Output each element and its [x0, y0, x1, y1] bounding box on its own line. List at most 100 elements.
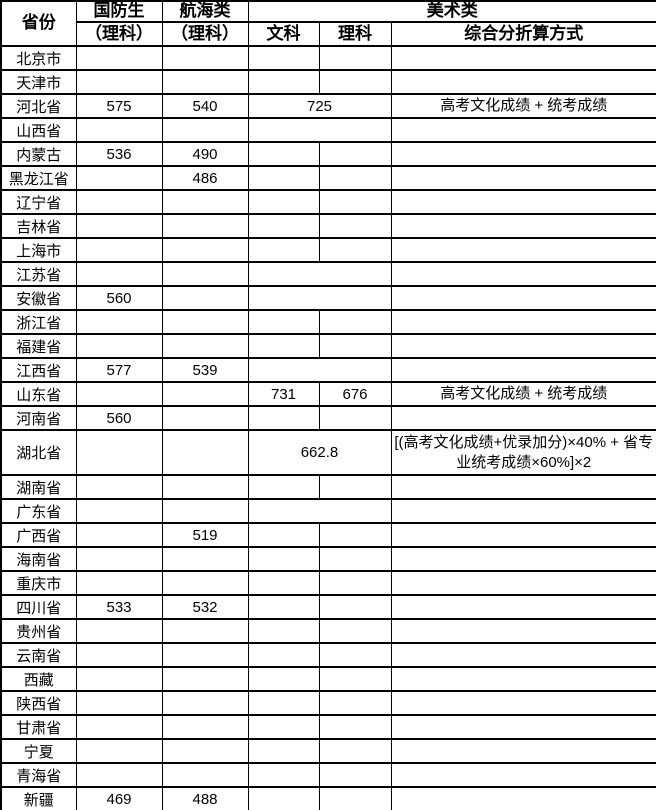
- cell-province: 宁夏: [0, 738, 77, 764]
- cell-wenke: [247, 237, 320, 263]
- cell-hanghai: [161, 333, 249, 359]
- cell-guofang: [75, 45, 163, 71]
- cell-formula: [390, 618, 656, 644]
- cell-formula: [390, 714, 656, 740]
- cell-wenke: [247, 594, 320, 620]
- table-row: 四川省 533 532: [0, 594, 656, 620]
- cell-wenke: [247, 474, 320, 500]
- cell-hanghai: [161, 309, 249, 335]
- cell-province: 广东省: [0, 498, 77, 524]
- cell-wenke: [247, 618, 320, 644]
- cell-hanghai: 486: [161, 165, 249, 191]
- cell-province: 广西省: [0, 522, 77, 548]
- cell-like: [318, 45, 392, 71]
- cell-hanghai: 540: [161, 93, 249, 119]
- cell-like: [318, 213, 392, 239]
- cell-guofang: [75, 213, 163, 239]
- header-hanghai-title: 航海类: [161, 0, 249, 23]
- cell-province: 天津市: [0, 69, 77, 95]
- cell-guofang: [75, 738, 163, 764]
- header-hanghai-subtitle: （理科）: [161, 21, 249, 47]
- cell-wenke: [247, 570, 320, 596]
- cell-hanghai: [161, 498, 249, 524]
- cell-formula: [(高考文化成绩+优录加分)×40% + 省专业统考成绩×60%]×2: [390, 429, 656, 476]
- cell-guofang: [75, 666, 163, 692]
- table-row: 新疆 469 488: [0, 786, 656, 810]
- cell-hanghai: [161, 405, 249, 431]
- art-merged: [247, 117, 392, 143]
- cell-guofang: [75, 189, 163, 215]
- header-province: 省份: [0, 0, 77, 47]
- cell-province: 福建省: [0, 333, 77, 359]
- cell-hanghai: [161, 738, 249, 764]
- header-wenke: 文科: [247, 21, 320, 47]
- table-row: 江苏省: [0, 261, 656, 287]
- table-row: 福建省: [0, 333, 656, 359]
- cell-formula: [390, 405, 656, 431]
- table-row: 河北省 575 540 725 高考文化成绩 + 统考成绩: [0, 93, 656, 119]
- cell-province: 山东省: [0, 381, 77, 407]
- cell-province: 重庆市: [0, 570, 77, 596]
- cell-guofang: [75, 429, 163, 476]
- cell-hanghai: 519: [161, 522, 249, 548]
- cell-formula: [390, 117, 656, 143]
- cell-hanghai: [161, 642, 249, 668]
- cell-guofang: 536: [75, 141, 163, 167]
- cell-province: 西藏: [0, 666, 77, 692]
- cell-wenke: [247, 405, 320, 431]
- cell-formula: [390, 762, 656, 788]
- cell-like: [318, 738, 392, 764]
- cell-formula: [390, 285, 656, 311]
- cell-like: [318, 237, 392, 263]
- cell-province: 浙江省: [0, 309, 77, 335]
- cell-formula: [390, 189, 656, 215]
- cell-guofang: [75, 522, 163, 548]
- cell-guofang: [75, 381, 163, 407]
- table-row: 陕西省: [0, 690, 656, 716]
- cell-hanghai: [161, 237, 249, 263]
- cell-guofang: [75, 618, 163, 644]
- cell-province: 贵州省: [0, 618, 77, 644]
- cell-formula: [390, 237, 656, 263]
- cell-formula: [390, 690, 656, 716]
- cell-wenke: [247, 762, 320, 788]
- table-body: 北京市 天津市 河北省 575 540 725 高考文化成绩 + 统考成绩 山西省 内蒙古 536…: [0, 45, 656, 810]
- cell-formula: [390, 261, 656, 287]
- cell-guofang: [75, 690, 163, 716]
- cell-like: [318, 786, 392, 810]
- cell-guofang: 533: [75, 594, 163, 620]
- cell-like: [318, 474, 392, 500]
- cell-guofang: [75, 570, 163, 596]
- cell-guofang: 469: [75, 786, 163, 810]
- cell-guofang: [75, 498, 163, 524]
- header-guofangsheng-title: 国防生: [75, 0, 163, 23]
- cell-formula: [390, 738, 656, 764]
- cell-like: 676: [318, 381, 392, 407]
- cell-wenke: [247, 642, 320, 668]
- cell-province: 北京市: [0, 45, 77, 71]
- table-row: 西藏: [0, 666, 656, 692]
- cell-like: [318, 546, 392, 572]
- cell-guofang: 560: [75, 285, 163, 311]
- cell-formula: 高考文化成绩 + 统考成绩: [390, 93, 656, 119]
- cell-hanghai: 539: [161, 357, 249, 383]
- cell-like: [318, 333, 392, 359]
- table-row: 青海省: [0, 762, 656, 788]
- cell-hanghai: [161, 714, 249, 740]
- cell-wenke: [247, 213, 320, 239]
- cell-formula: [390, 594, 656, 620]
- table-row: 北京市: [0, 45, 656, 71]
- cell-province: 江西省: [0, 357, 77, 383]
- cell-guofang: [75, 117, 163, 143]
- table-row: 湖南省: [0, 474, 656, 500]
- cell-province: 辽宁省: [0, 189, 77, 215]
- cell-guofang: [75, 309, 163, 335]
- cell-guofang: [75, 474, 163, 500]
- cell-province: 安徽省: [0, 285, 77, 311]
- table-row: 安徽省 560: [0, 285, 656, 311]
- table-row: 甘肃省: [0, 714, 656, 740]
- cell-like: [318, 69, 392, 95]
- cell-like: [318, 522, 392, 548]
- cell-guofang: [75, 261, 163, 287]
- cell-hanghai: [161, 762, 249, 788]
